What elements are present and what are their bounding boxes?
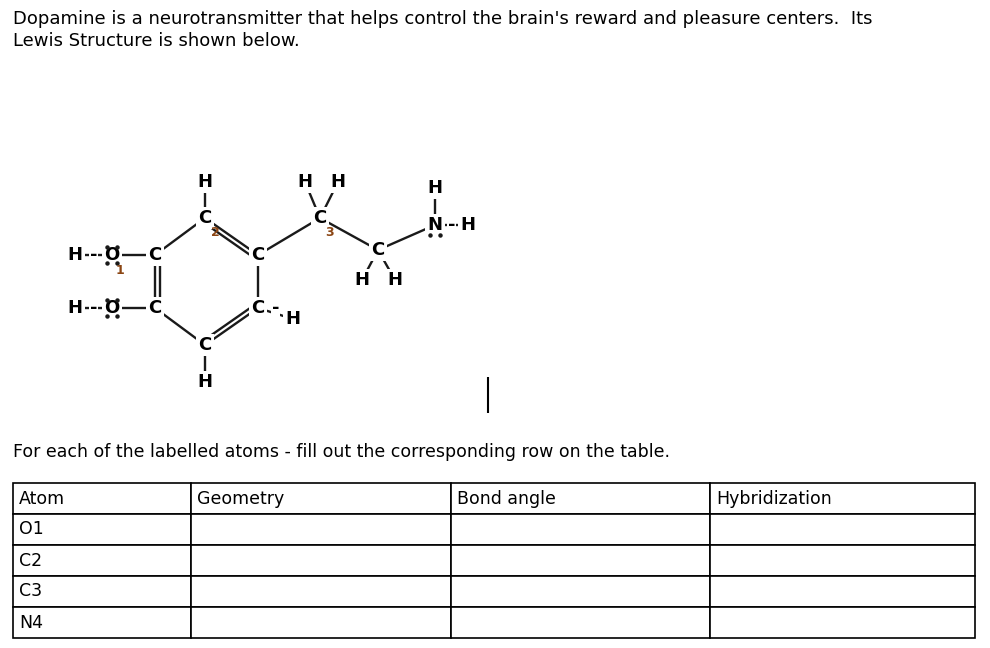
Text: O: O xyxy=(104,246,120,264)
Bar xyxy=(13,514,191,545)
Bar xyxy=(711,514,975,545)
Text: -: - xyxy=(447,216,455,234)
Bar xyxy=(191,607,450,638)
Bar xyxy=(711,607,975,638)
Text: Bond angle: Bond angle xyxy=(456,489,555,507)
Text: Geometry: Geometry xyxy=(197,489,284,507)
Text: Atom: Atom xyxy=(19,489,65,507)
Text: C2: C2 xyxy=(19,551,43,570)
Bar xyxy=(13,545,191,576)
Text: C: C xyxy=(198,336,212,354)
Text: H: H xyxy=(67,299,82,317)
Text: 2: 2 xyxy=(211,226,220,238)
Text: -: - xyxy=(271,299,279,317)
Text: N: N xyxy=(428,216,443,234)
Text: H: H xyxy=(298,173,313,191)
Text: C: C xyxy=(314,209,327,227)
Bar xyxy=(13,483,191,514)
Text: H: H xyxy=(460,216,475,234)
Bar xyxy=(450,576,711,607)
Text: For each of the labelled atoms - fill out the corresponding row on the table.: For each of the labelled atoms - fill ou… xyxy=(13,443,670,461)
Bar xyxy=(191,576,450,607)
Bar xyxy=(191,483,450,514)
Text: C3: C3 xyxy=(19,583,43,601)
Text: H: H xyxy=(197,373,213,391)
Text: Hybridization: Hybridization xyxy=(717,489,833,507)
Text: O: O xyxy=(104,299,120,317)
Text: C: C xyxy=(251,246,264,264)
Bar xyxy=(191,545,450,576)
Text: H: H xyxy=(197,173,213,191)
Text: -: - xyxy=(90,299,97,317)
Text: Dopamine is a neurotransmitter that helps control the brain's reward and pleasur: Dopamine is a neurotransmitter that help… xyxy=(13,10,872,28)
Text: 1: 1 xyxy=(116,264,125,277)
Text: H: H xyxy=(387,271,403,289)
Bar xyxy=(450,545,711,576)
Text: H: H xyxy=(331,173,346,191)
Text: -: - xyxy=(90,246,97,264)
Bar xyxy=(13,576,191,607)
Text: C: C xyxy=(148,299,161,317)
Bar xyxy=(711,576,975,607)
Text: O1: O1 xyxy=(19,520,44,538)
Text: H: H xyxy=(354,271,369,289)
Bar xyxy=(13,607,191,638)
Bar xyxy=(450,607,711,638)
Bar xyxy=(191,514,450,545)
Text: C: C xyxy=(371,241,385,259)
Text: 3: 3 xyxy=(326,226,335,238)
Text: H: H xyxy=(285,310,301,328)
Text: N4: N4 xyxy=(19,614,43,632)
Text: Lewis Structure is shown below.: Lewis Structure is shown below. xyxy=(13,32,300,50)
Bar xyxy=(450,514,711,545)
Bar xyxy=(711,483,975,514)
Text: C: C xyxy=(148,246,161,264)
Bar xyxy=(711,545,975,576)
Text: C: C xyxy=(251,299,264,317)
Text: H: H xyxy=(428,179,443,197)
Bar xyxy=(450,483,711,514)
Text: C: C xyxy=(198,209,212,227)
Text: H: H xyxy=(67,246,82,264)
